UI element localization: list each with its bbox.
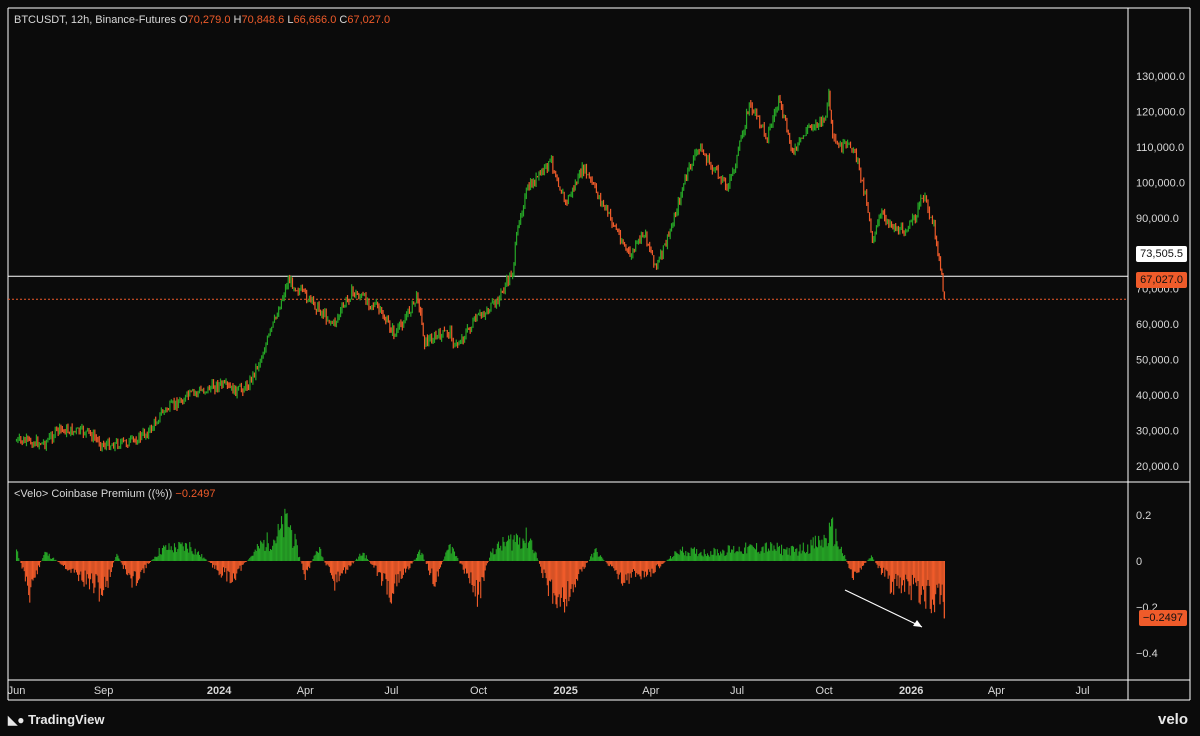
price-series (15, 88, 946, 452)
time-tick-label: Oct (470, 685, 487, 697)
indicator-value: −0.2497 (175, 488, 216, 500)
premium-tick-label: 0 (1136, 556, 1142, 568)
low-value: 66,666.0 (293, 14, 337, 26)
time-tick-label: Jun (8, 685, 26, 697)
time-tick-label: Apr (297, 685, 314, 697)
chart-frame (7, 7, 1191, 701)
premium-last-tag: −0.2497 (1138, 610, 1187, 626)
price-tick-label: 100,000.0 (1136, 177, 1185, 189)
premium-tick-label: 0.2 (1136, 510, 1151, 522)
premium-histogram (15, 508, 945, 619)
time-axis-labels: Jun Sep 2024 Apr Jul Oct 2025 Apr Jul Oct 2026 Apr J… (8, 685, 1090, 697)
price-axis-labels: 20,000.0 30,000.0 40,000.0 50,000.0 60,000.0… (1136, 71, 1185, 473)
premium-tick-label: −0.4 (1136, 648, 1158, 660)
indicator-legend[interactable]: <Velo> Coinbase Premium ((%)) −0.2497 (14, 488, 215, 500)
time-tick-label: Jul (384, 685, 398, 697)
high-value: 70,848.6 (241, 14, 285, 26)
price-tick-label: 60,000.0 (1136, 319, 1179, 331)
symbol-title: BTCUSDT, 12h, Binance-Futures (14, 14, 177, 26)
time-tick-label: Jul (730, 685, 744, 697)
low-label: L (287, 14, 294, 26)
tradingview-icon: ◣● (8, 713, 25, 727)
high-label: H (233, 14, 242, 26)
price-tick-label: 110,000.0 (1136, 142, 1184, 154)
time-tick-label: Apr (988, 685, 1005, 697)
open-value: 70,279.0 (187, 14, 231, 26)
time-tick-label: Apr (642, 685, 659, 697)
symbol-legend[interactable]: BTCUSDT, 12h, Binance-Futures O70,279.0 … (14, 14, 390, 26)
indicator-name: <Velo> Coinbase Premium ((%)) (14, 488, 173, 500)
price-tick-label: 50,000.0 (1136, 355, 1179, 367)
tradingview-logo[interactable]: ◣● TradingView (8, 712, 104, 727)
velo-watermark: velo (1157, 711, 1188, 728)
close-value: 67,027.0 (347, 14, 391, 26)
time-tick-label: 2026 (899, 685, 923, 697)
time-tick-label: 2024 (207, 685, 232, 697)
price-tick-label: 90,000.0 (1136, 213, 1179, 225)
open-label: O (179, 14, 188, 26)
price-tick-label: 130,000.0 (1136, 71, 1185, 83)
price-tick-label: 20,000.0 (1136, 461, 1179, 473)
price-tick-label: 120,000.0 (1136, 106, 1185, 118)
level-price-tag: 73,505.5 (1136, 246, 1187, 262)
time-tick-label: Jul (1076, 685, 1090, 697)
horizontal-levels (8, 275, 1128, 300)
time-tick-label: 2025 (553, 685, 577, 697)
close-label: C (339, 14, 348, 26)
last-price-tag: 67,027.0 (1136, 272, 1187, 288)
price-tick-label: 40,000.0 (1136, 390, 1179, 402)
trend-arrow (844, 589, 923, 628)
time-tick-label: Oct (816, 685, 833, 697)
time-tick-label: Sep (94, 685, 114, 697)
tradingview-brand: TradingView (28, 712, 105, 727)
price-tick-label: 30,000.0 (1136, 426, 1179, 438)
